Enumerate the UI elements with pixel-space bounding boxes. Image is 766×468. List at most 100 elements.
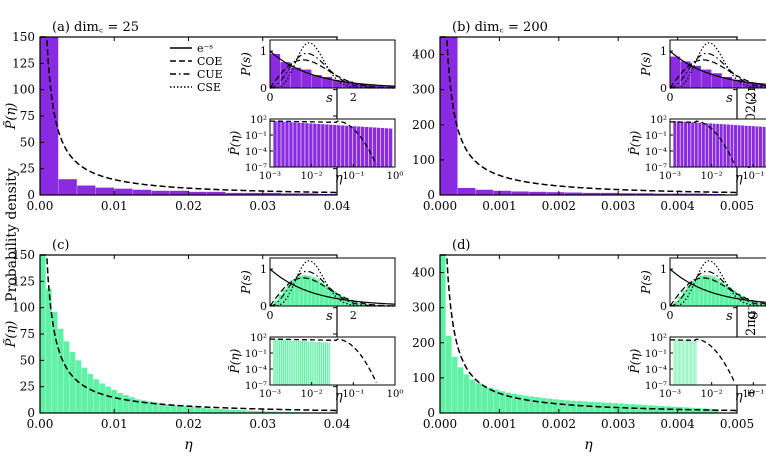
inset-log-bar xyxy=(320,342,323,385)
histogram-bar xyxy=(57,328,64,413)
inset-log-y-tick-label: 10⁻¹ xyxy=(645,349,667,360)
histogram-bar xyxy=(440,37,458,195)
inset-curve-cse xyxy=(670,42,766,89)
inset-spacing-bar xyxy=(324,285,329,306)
inset-log-bar xyxy=(741,125,745,167)
inset-log-bar xyxy=(309,341,311,385)
inset-spacing-bar xyxy=(286,284,291,306)
inset-log-bar xyxy=(329,124,333,167)
inset-log-bar xyxy=(357,126,361,167)
inset-log-frame xyxy=(669,336,766,386)
inset-log-bar xyxy=(353,126,357,167)
y-tick-label: 300 xyxy=(412,301,435,315)
histogram-bar xyxy=(93,379,100,413)
inset-log-x-tick-label: 10⁻² xyxy=(701,171,723,182)
inset-spacing-bar xyxy=(680,61,691,88)
histogram-bar xyxy=(463,374,470,413)
histogram-bar xyxy=(636,404,642,413)
inset-y-tick-label: 0 xyxy=(660,82,667,95)
histogram-bar xyxy=(277,411,284,413)
inset-log-bar xyxy=(305,341,307,385)
histogram-bar xyxy=(224,409,230,413)
histogram-bar xyxy=(600,402,607,413)
panel-title: (c) xyxy=(52,238,69,253)
x-tick-label: 0.001 xyxy=(482,417,516,431)
inset-spacing-bar xyxy=(711,73,722,88)
histogram-bar xyxy=(546,192,565,195)
inset-spacing-bar xyxy=(686,285,691,306)
inset-log-bar xyxy=(322,342,325,385)
inset-log-bar xyxy=(301,340,304,385)
inset-log-bar xyxy=(277,339,279,385)
inset-log-bar xyxy=(292,340,294,385)
inset-log-bar xyxy=(734,125,737,167)
poisson-reference-curve xyxy=(440,36,738,194)
inset-log-y-tick-label: 10⁻¹ xyxy=(245,131,267,142)
inset-spacing-bar xyxy=(670,56,681,88)
histogram-bar xyxy=(570,400,577,413)
inset-log-bar xyxy=(279,339,281,385)
x-tick-label: 0.04 xyxy=(324,417,351,431)
histogram-bar xyxy=(225,192,244,195)
inset-log-bar xyxy=(691,122,695,167)
histogram-bar xyxy=(618,403,624,413)
inset-spacing-bar xyxy=(384,86,395,88)
histogram-bar xyxy=(140,400,147,413)
inset-log-bar xyxy=(328,342,330,385)
inset-spacing-bar xyxy=(695,277,699,306)
inset-log-x-label: η xyxy=(335,171,343,186)
inset-spacing-frame xyxy=(669,257,766,307)
inset-log-y-tick-label: 10⁻⁷ xyxy=(245,381,267,392)
inset-spacing-bar xyxy=(722,76,733,88)
histogram-bar xyxy=(511,191,529,195)
inset-log-y-tick-label: 10² xyxy=(250,333,267,344)
histogram-bar xyxy=(558,400,565,413)
inset-log-bar xyxy=(716,123,720,167)
histogram-bar xyxy=(511,393,517,413)
inset-spacing-bar xyxy=(736,293,741,306)
inset-log-y-tick-label: 10⁻⁷ xyxy=(245,163,267,174)
inset-log-x-tick-label: 10⁻³ xyxy=(259,389,281,400)
inset-log-bar xyxy=(280,339,283,385)
inset-log-x-tick-label: 10⁻² xyxy=(301,171,323,182)
inset-log-y-tick-label: 10⁻¹ xyxy=(645,131,667,142)
inset-log-x-tick-label: 10⁻¹ xyxy=(342,389,364,400)
inset-y-tick-label: 1 xyxy=(660,263,667,276)
histogram-bar xyxy=(241,410,248,413)
inset-log-bar xyxy=(309,123,313,167)
histogram-bar xyxy=(517,394,523,413)
histogram-bar xyxy=(69,351,76,413)
inset-spacing-bar xyxy=(280,62,291,88)
inset-log-curve xyxy=(270,120,377,165)
inset-log-y-label: P̃(η) xyxy=(627,348,642,374)
inset-log-x-tick-label: 10⁻¹ xyxy=(742,389,764,400)
inset-x-tick-label: 2 xyxy=(350,91,357,104)
inset-log-bar xyxy=(730,124,734,167)
inset-log-bar xyxy=(361,126,365,167)
inset-log-y-tick-label: 10⁻⁴ xyxy=(645,365,667,376)
histogram-bar xyxy=(77,185,96,195)
inset-log-bar xyxy=(759,126,762,167)
x-tick-label: 0.004 xyxy=(660,199,695,213)
histogram-bar xyxy=(40,37,59,195)
histogram-bar xyxy=(123,395,129,413)
x-tick-label: 0.04 xyxy=(324,199,351,213)
histogram-bar xyxy=(152,402,159,413)
histogram-bar xyxy=(158,403,165,413)
y-tick-label: 0 xyxy=(427,188,435,202)
histogram-bar xyxy=(493,389,500,413)
poisson-reference-curve xyxy=(40,254,338,412)
inset-spacing-bar xyxy=(753,83,764,88)
inset-y-tick-label: 1 xyxy=(260,45,267,58)
inset-spacing-bar xyxy=(363,84,374,88)
y-tick-label: 25 xyxy=(20,162,35,176)
histogram-bar xyxy=(182,406,189,413)
inset-log-bar xyxy=(748,125,752,167)
inset-log-bar xyxy=(284,339,287,385)
inset-log-bar xyxy=(313,341,315,385)
inset-spacing-bar xyxy=(299,275,304,306)
histogram-bar xyxy=(75,360,82,413)
histogram-bar xyxy=(244,192,263,195)
inset-log-y-tick-label: 10⁻⁷ xyxy=(645,163,667,174)
histogram-bar xyxy=(451,356,458,413)
